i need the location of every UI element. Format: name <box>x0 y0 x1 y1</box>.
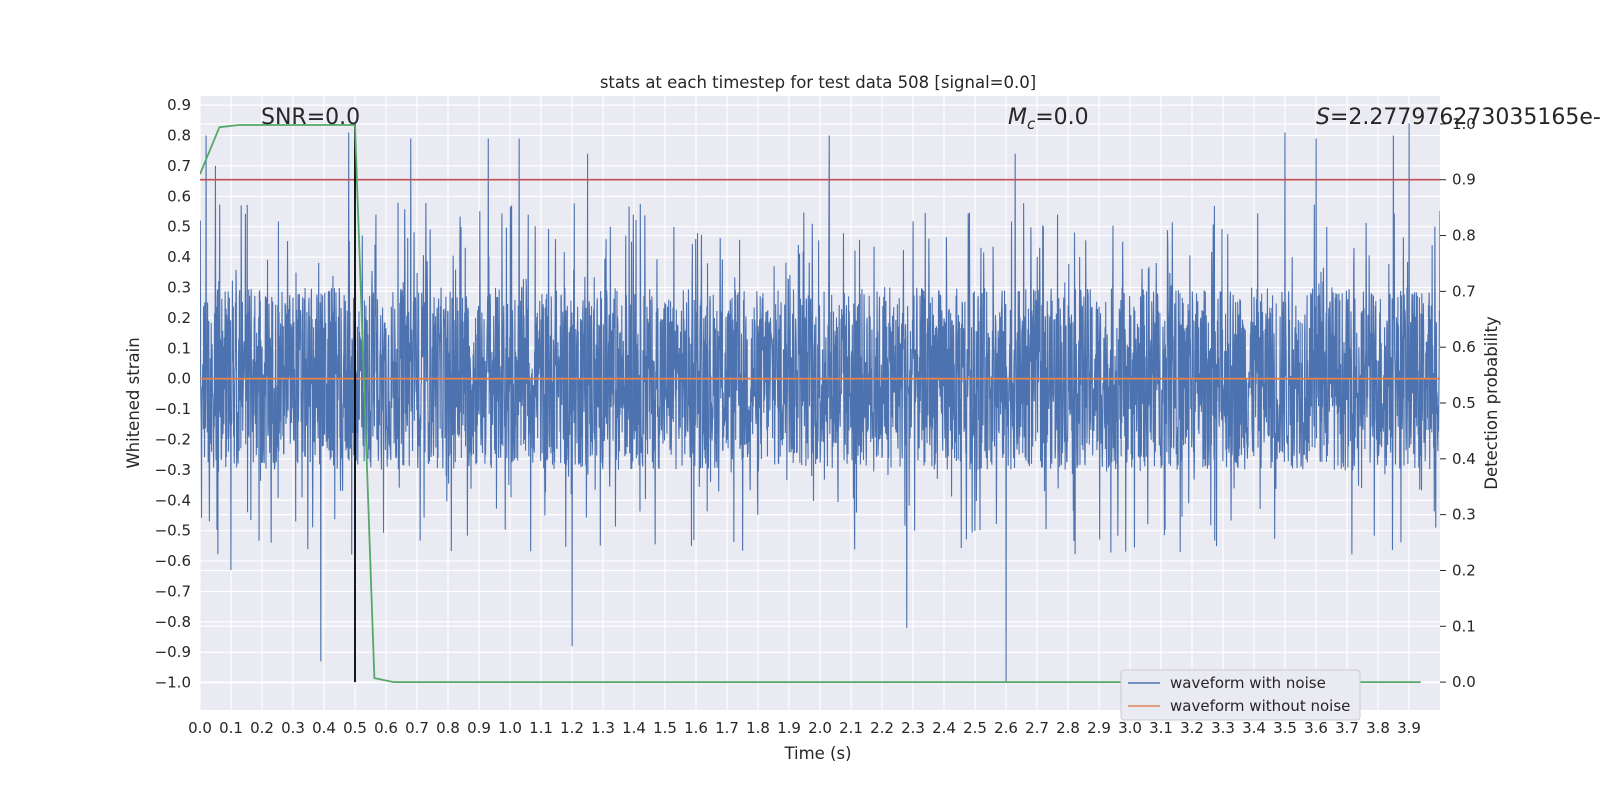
x-tick-label: 2.3 <box>901 719 925 737</box>
x-tick-label: 1.8 <box>746 719 770 737</box>
x-tick-label: 1.7 <box>715 719 739 737</box>
x-tick-label: 2.6 <box>994 719 1018 737</box>
annotation-chirp-mass-symbol: M <box>1008 105 1027 130</box>
x-tick-label: 2.8 <box>1056 719 1080 737</box>
x-tick-label: 2.9 <box>1087 719 1111 737</box>
x-tick-label: 3.3 <box>1211 719 1235 737</box>
x-tick-label: 1.2 <box>560 719 584 737</box>
x-tick-label: 2.0 <box>808 719 832 737</box>
x-tick-label: 1.3 <box>591 719 615 737</box>
y-right-tick-label: 0.3 <box>1452 506 1476 524</box>
y-tick-label: 0.1 <box>167 339 191 357</box>
y-axis-right-ticks: 1.0 0.9 0.8 0.7 0.6 0.5 0.4 0.3 0.2 0.1 0.0 <box>1440 115 1476 691</box>
x-tick-label: 0.7 <box>405 719 429 737</box>
annotation-s-symbol: S <box>1316 105 1330 130</box>
legend: waveform with noise waveform without noi… <box>1120 669 1361 721</box>
x-tick-label: 0.8 <box>436 719 460 737</box>
legend-label-waveform-without-noise: waveform without noise <box>1170 697 1350 715</box>
y-right-tick-label: 0.9 <box>1452 171 1476 189</box>
legend-box <box>1120 669 1361 721</box>
x-tick-label: 3.4 <box>1242 719 1266 737</box>
x-tick-label: 0.3 <box>281 719 305 737</box>
y-right-tick-label: 0.7 <box>1452 282 1476 300</box>
x-tick-label: 0.1 <box>219 719 243 737</box>
x-tick-label: 1.9 <box>777 719 801 737</box>
x-tick-label: 0.9 <box>467 719 491 737</box>
x-tick-label: 1.4 <box>622 719 646 737</box>
x-tick-label: 0.6 <box>374 719 398 737</box>
y-tick-label: −0.3 <box>155 461 191 479</box>
annotation-chirp-mass-value: =0.0 <box>1035 105 1088 130</box>
y-tick-label: 0.2 <box>167 309 191 327</box>
x-tick-label: 3.7 <box>1335 719 1359 737</box>
y-tick-label: −0.1 <box>155 400 191 418</box>
legend-label-waveform-with-noise: waveform with noise <box>1170 674 1326 692</box>
y-tick-label: −0.4 <box>155 491 191 509</box>
y-tick-label: −0.6 <box>155 552 191 570</box>
x-tick-label: 1.0 <box>498 719 522 737</box>
y-right-tick-label: 0.6 <box>1452 338 1476 356</box>
annotation-chirp-mass-subscript: c <box>1027 115 1036 133</box>
detection-probability-line <box>200 124 1421 683</box>
x-tick-label: 2.1 <box>839 719 863 737</box>
x-tick-label: 3.0 <box>1118 719 1142 737</box>
chart-title: stats at each timestep for test data 508… <box>600 73 1036 92</box>
series-detection-probability <box>200 123 1440 683</box>
y-right-tick-label: 0.5 <box>1452 394 1476 412</box>
y-right-tick-label: 1.0 <box>1452 115 1476 133</box>
annotation-chirp-mass: Mc=0.0 <box>1008 105 1089 133</box>
y-tick-label: 0.4 <box>167 248 191 266</box>
y-right-tick-label: 0.8 <box>1452 227 1476 245</box>
x-tick-label: 0.2 <box>250 719 274 737</box>
x-tick-label: 3.9 <box>1397 719 1421 737</box>
x-tick-label: 0.4 <box>312 719 336 737</box>
y-tick-label: −0.8 <box>155 613 191 631</box>
x-tick-label: 3.5 <box>1273 719 1297 737</box>
y-tick-label: −0.7 <box>155 582 191 600</box>
x-tick-label: 3.8 <box>1366 719 1390 737</box>
y-tick-label: −0.2 <box>155 430 191 448</box>
y-right-tick-label: 0.4 <box>1452 450 1476 468</box>
series-waveform-with-noise <box>200 123 1440 683</box>
annotation-s: S=2.277976273035165e-0 <box>1316 105 1600 130</box>
y-tick-label: 0.3 <box>167 278 191 296</box>
y-tick-label: 0.5 <box>167 218 191 236</box>
y-right-tick-label: 0.2 <box>1452 561 1476 579</box>
annotation-s-value: =2.277976273035165e-0 <box>1330 105 1600 130</box>
x-axis-ticks: 0.0 0.1 0.2 0.3 0.4 0.5 0.6 0.7 0.8 0.9 1.0 1.1 1.2 1… <box>188 719 1421 737</box>
y-right-tick-label: 0.1 <box>1452 617 1476 635</box>
x-tick-label: 2.2 <box>870 719 894 737</box>
x-tick-label: 1.6 <box>684 719 708 737</box>
x-tick-label: 2.5 <box>963 719 987 737</box>
x-tick-label: 2.4 <box>932 719 956 737</box>
y-axis-left-label: Whitened strain <box>124 337 143 468</box>
x-tick-label: 3.6 <box>1304 719 1328 737</box>
x-tick-label: 3.1 <box>1149 719 1173 737</box>
x-tick-label: 1.1 <box>529 719 553 737</box>
x-tick-label: 0.0 <box>188 719 212 737</box>
annotation-snr: SNR=0.0 <box>261 105 360 130</box>
y-tick-label: −1.0 <box>155 674 191 692</box>
y-tick-label: 0.0 <box>167 370 191 388</box>
y-tick-label: 0.9 <box>167 96 191 114</box>
waveform-with-noise-line <box>200 123 1440 683</box>
y-tick-label: −0.9 <box>155 643 191 661</box>
x-tick-label: 1.5 <box>653 719 677 737</box>
x-tick-label: 2.7 <box>1025 719 1049 737</box>
x-tick-label: 0.5 <box>343 719 367 737</box>
y-axis-right-label: Detection probability <box>1482 316 1501 490</box>
x-tick-label: 3.2 <box>1180 719 1204 737</box>
y-right-tick-label: 0.0 <box>1452 673 1476 691</box>
y-tick-label: 0.6 <box>167 187 191 205</box>
y-tick-label: 0.8 <box>167 127 191 145</box>
y-tick-label: −0.5 <box>155 522 191 540</box>
y-axis-left-ticks: 0.9 0.8 0.7 0.6 0.5 0.4 0.3 0.2 0.1 0.0 −0.1 −0.2 −0… <box>155 96 191 692</box>
x-axis-label: Time (s) <box>783 744 851 763</box>
y-tick-label: 0.7 <box>167 157 191 175</box>
